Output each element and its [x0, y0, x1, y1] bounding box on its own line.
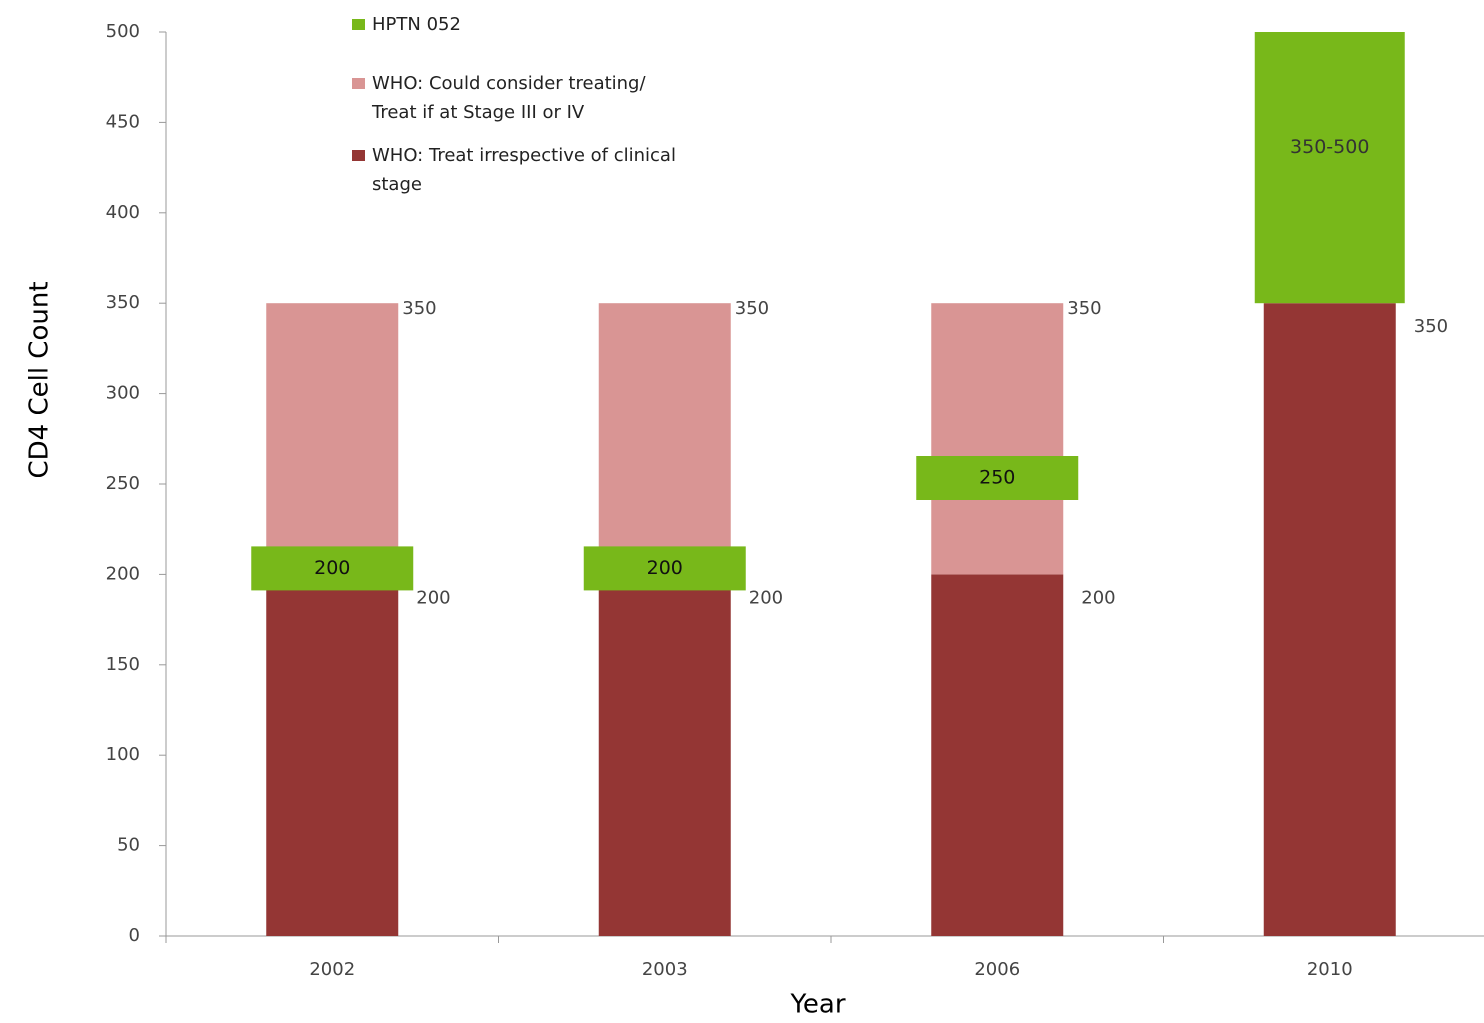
legend-item: WHO: Could consider treating/ Treat if a… [352, 69, 692, 127]
y-tick-label: 500 [106, 21, 140, 42]
legend-label: HPTN 052 [372, 14, 461, 35]
legend-swatch [352, 78, 365, 89]
y-axis-label: CD4 Cell Count [25, 281, 55, 478]
y-tick-label: 450 [106, 111, 140, 132]
total-label: 350 [735, 298, 769, 319]
total-label: 350 [1067, 298, 1101, 319]
y-tick-label: 250 [106, 473, 140, 494]
legend: HPTN 052 WHO: Could consider treating/ Tr… [352, 10, 692, 213]
marker-box [583, 546, 746, 591]
legend-swatch [352, 150, 365, 161]
x-tick-label: 2010 [1307, 959, 1353, 980]
y-tick-label: 0 [129, 925, 140, 946]
y-tick-label: 150 [106, 654, 140, 675]
data-label: 200 [1081, 587, 1115, 608]
bar-segment [598, 574, 731, 936]
marker-label: 200 [314, 557, 350, 579]
bar-segment [1263, 303, 1396, 936]
y-tick-label: 300 [106, 383, 140, 404]
bar-segment [931, 574, 1064, 936]
y-tick-label: 50 [117, 835, 140, 856]
marker-label: 250 [979, 467, 1015, 489]
legend-swatch [352, 19, 365, 30]
range-box [1254, 32, 1405, 304]
x-tick-label: 2002 [309, 959, 355, 980]
data-label: 350 [1414, 316, 1448, 337]
marker-box [251, 546, 414, 591]
legend-item: HPTN 052 [352, 10, 692, 39]
bar-segment [266, 303, 399, 575]
y-tick-label: 350 [106, 292, 140, 313]
bar-segment [266, 574, 399, 936]
x-tick-label: 2006 [974, 959, 1020, 980]
legend-item: WHO: Treat irrespective of clinical stag… [352, 141, 692, 199]
marker-label: 200 [647, 557, 683, 579]
y-tick-label: 200 [106, 563, 140, 584]
data-label: 200 [416, 587, 450, 608]
legend-label: WHO: Could consider treating/ Treat if a… [372, 73, 646, 123]
y-tick-label: 400 [106, 202, 140, 223]
range-label: 350-500 [1290, 136, 1369, 158]
marker-box [916, 456, 1079, 500]
x-tick-label: 2003 [642, 959, 688, 980]
y-tick-label: 100 [106, 744, 140, 765]
data-label: 200 [749, 587, 783, 608]
bar-segment [598, 303, 731, 575]
total-label: 350 [402, 298, 436, 319]
bar-segment [931, 303, 1064, 575]
x-axis-label: Year [789, 990, 845, 1020]
legend-label: WHO: Treat irrespective of clinical stag… [372, 145, 676, 195]
